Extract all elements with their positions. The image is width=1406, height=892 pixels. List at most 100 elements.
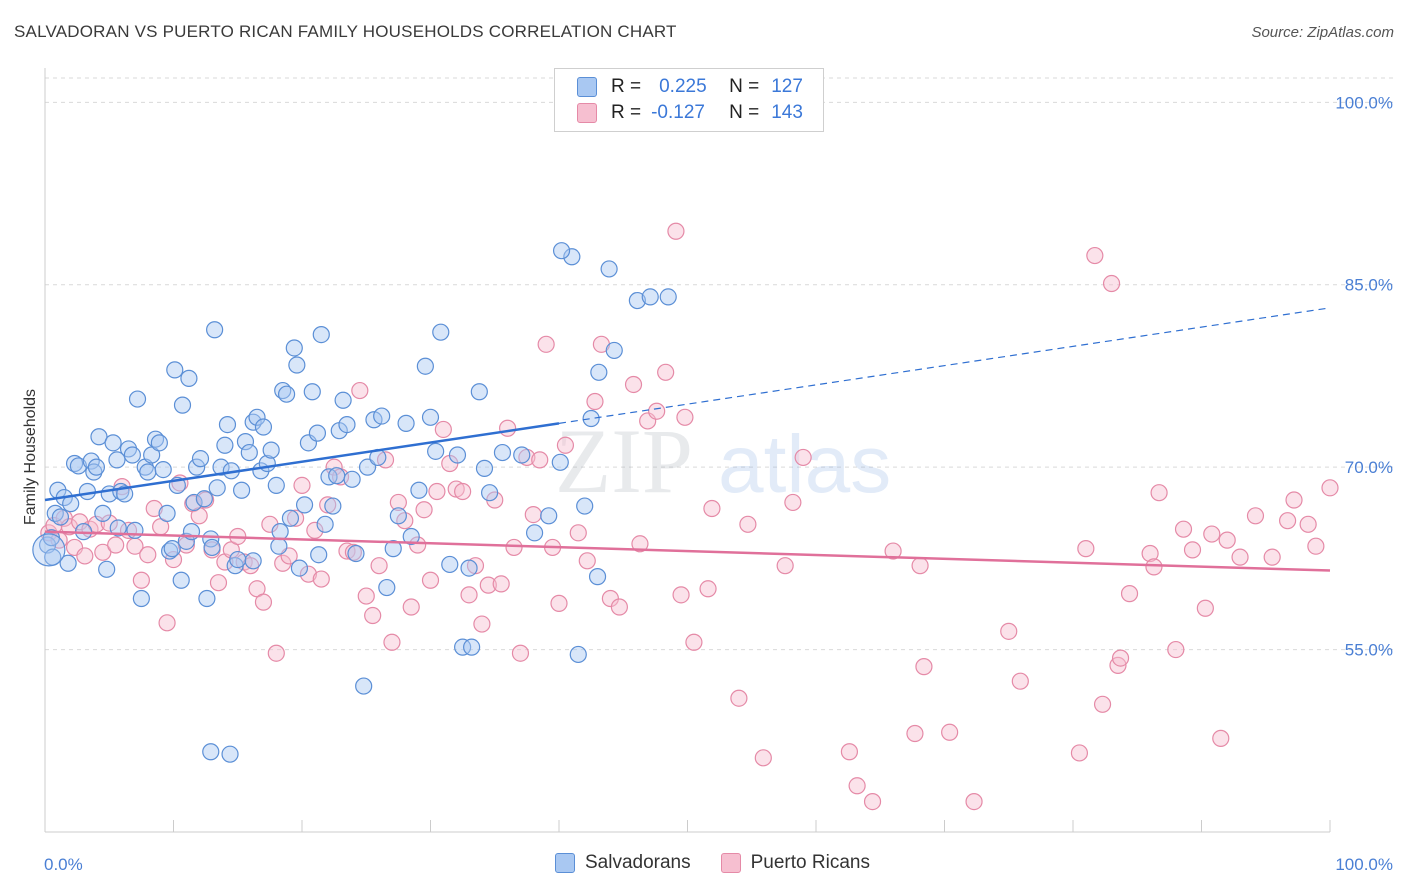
legend-label-puerto-ricans: Puerto Ricans xyxy=(750,852,870,873)
data-point-puerto-ricans xyxy=(1111,649,1130,667)
data-point-puerto-ricans xyxy=(685,633,703,651)
data-point-salvadorans xyxy=(98,560,116,578)
data-point-puerto-ricans xyxy=(428,482,446,501)
data-point-puerto-ricans xyxy=(293,476,311,495)
data-point-puerto-ricans xyxy=(1218,531,1236,549)
x-tick-label: 0.0% xyxy=(44,855,83,874)
correlation-legend: R = 0.225 N = 127 R = -0.127 N = 143 xyxy=(554,68,824,132)
data-point-salvadorans xyxy=(312,326,330,344)
data-point-salvadorans xyxy=(334,391,352,409)
data-point-puerto-ricans xyxy=(454,482,472,501)
data-point-salvadorans xyxy=(416,357,434,375)
chart-title: SALVADORAN VS PUERTO RICAN FAMILY HOUSEH… xyxy=(14,22,677,41)
data-point-salvadorans xyxy=(600,260,618,278)
data-point-puerto-ricans xyxy=(730,689,748,707)
data-point-salvadorans xyxy=(576,497,594,515)
data-point-puerto-ricans xyxy=(1278,512,1297,530)
data-point-puerto-ricans xyxy=(537,335,555,353)
data-point-salvadorans xyxy=(87,458,106,476)
data-point-salvadorans xyxy=(248,408,266,426)
data-point-puerto-ricans xyxy=(209,574,228,592)
data-point-puerto-ricans xyxy=(784,493,802,512)
data-point-puerto-ricans xyxy=(667,222,685,240)
data-point-salvadorans xyxy=(410,481,428,499)
chart-source: Source: ZipAtlas.com xyxy=(1251,24,1394,41)
legend-row-puerto-ricans: R = -0.127 N = 143 xyxy=(577,101,803,125)
data-point-puerto-ricans xyxy=(624,375,643,394)
data-point-puerto-ricans xyxy=(776,557,794,575)
data-point-puerto-ricans xyxy=(578,552,596,570)
data-point-puerto-ricans xyxy=(906,724,924,743)
data-point-salvadorans xyxy=(94,504,112,522)
data-point-salvadorans xyxy=(161,542,179,560)
data-point-puerto-ricans xyxy=(531,451,549,469)
legend-item-puerto-ricans[interactable]: Puerto Ricans xyxy=(720,852,870,874)
data-point-puerto-ricans xyxy=(479,576,497,594)
legend-r-label: R = xyxy=(611,102,642,123)
data-point-salvadorans xyxy=(551,453,569,471)
data-point-puerto-ricans xyxy=(370,557,388,575)
data-point-salvadorans xyxy=(343,470,361,488)
data-point-salvadorans xyxy=(463,638,481,656)
data-point-salvadorans xyxy=(277,385,296,403)
legend-r-value: 0.225 xyxy=(659,76,707,97)
data-point-salvadorans xyxy=(310,546,328,564)
data-point-puerto-ricans xyxy=(1321,479,1339,497)
data-point-puerto-ricans xyxy=(415,501,433,519)
data-point-puerto-ricans xyxy=(76,547,94,565)
data-point-puerto-ricans xyxy=(1011,672,1029,690)
data-point-salvadorans xyxy=(195,490,213,508)
data-point-puerto-ricans xyxy=(1102,274,1121,293)
data-point-salvadorans xyxy=(432,323,450,341)
data-point-salvadorans xyxy=(402,527,420,546)
data-point-puerto-ricans xyxy=(911,557,929,575)
data-point-salvadorans xyxy=(240,443,258,462)
data-point-puerto-ricans xyxy=(145,499,163,518)
data-point-salvadorans xyxy=(470,383,488,401)
data-point-puerto-ricans xyxy=(631,535,649,553)
data-point-salvadorans xyxy=(448,446,467,464)
legend-row-salvadorans: R = 0.225 N = 127 xyxy=(577,75,803,99)
data-point-puerto-ricans xyxy=(754,749,772,767)
data-point-puerto-ricans xyxy=(915,658,933,676)
data-point-puerto-ricans xyxy=(364,606,382,625)
data-point-puerto-ricans xyxy=(409,536,427,554)
data-point-puerto-ricans xyxy=(1070,744,1089,762)
legend-swatch-puerto-ricans xyxy=(720,853,741,873)
y-tick-label: 55.0% xyxy=(1345,641,1393,660)
data-point-salvadorans xyxy=(143,446,161,464)
data-point-salvadorans xyxy=(202,743,220,761)
data-point-salvadorans xyxy=(378,578,396,597)
data-point-salvadorans xyxy=(59,554,77,572)
data-point-salvadorans xyxy=(373,407,391,425)
data-point-salvadorans xyxy=(475,459,494,477)
data-point-puerto-ricans xyxy=(357,587,375,605)
axes xyxy=(44,68,1331,833)
data-point-salvadorans xyxy=(236,433,255,451)
data-point-salvadorans xyxy=(128,390,147,408)
data-point-puerto-ricans xyxy=(421,571,440,589)
watermark-atlas: atlas xyxy=(718,419,891,510)
data-point-salvadorans xyxy=(659,288,677,306)
legend-label-salvadorans: Salvadorans xyxy=(585,852,691,873)
data-point-salvadorans xyxy=(166,361,184,379)
data-point-puerto-ricans xyxy=(1145,558,1163,576)
data-point-salvadorans xyxy=(78,482,97,501)
legend-r-value: -0.127 xyxy=(651,102,705,123)
data-point-puerto-ricans xyxy=(1174,520,1193,538)
legend-n-value: 127 xyxy=(771,76,803,97)
data-point-salvadorans xyxy=(123,446,141,464)
data-point-puerto-ricans xyxy=(1299,515,1317,533)
legend-item-salvadorans[interactable]: Salvadorans xyxy=(555,852,691,874)
data-point-salvadorans xyxy=(441,555,459,574)
data-point-salvadorans xyxy=(316,515,334,533)
data-point-puerto-ricans xyxy=(1212,729,1230,747)
data-point-salvadorans xyxy=(397,414,415,432)
data-point-puerto-ricans xyxy=(511,644,530,662)
y-tick-label: 85.0% xyxy=(1345,276,1393,295)
data-point-salvadorans xyxy=(590,363,608,381)
data-point-puerto-ricans xyxy=(132,571,150,589)
data-point-salvadorans xyxy=(460,559,478,577)
data-point-puerto-ricans xyxy=(383,633,401,651)
